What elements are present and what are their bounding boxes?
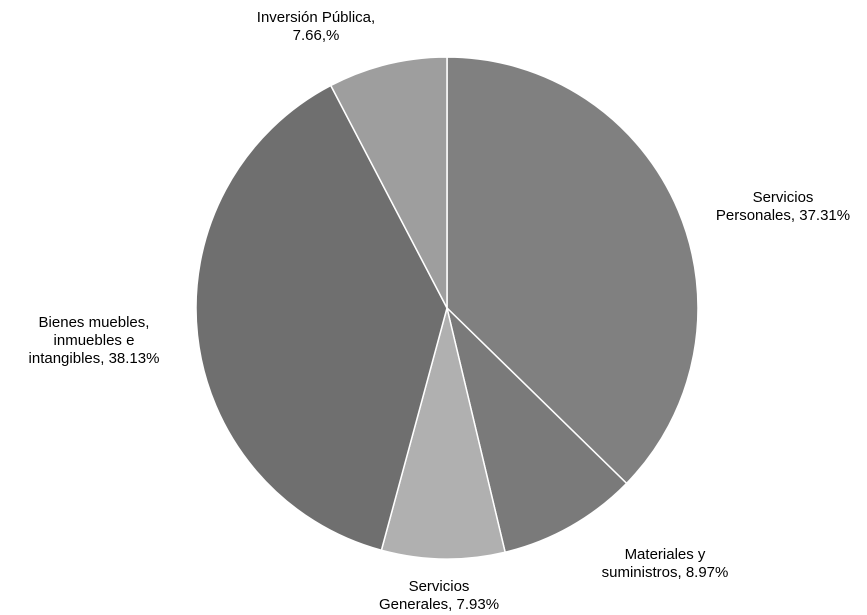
slice-label-line: Personales, 37.31% [716, 207, 850, 224]
slice-label-line: Servicios [409, 578, 470, 595]
pie-slice-2 [445, 305, 628, 554]
slice-label-line: Generales, 7.93% [379, 596, 499, 613]
pie-slice-5 [329, 56, 448, 309]
pie-slice-3 [380, 307, 507, 560]
pie-slice-1 [446, 56, 699, 485]
slice-label-4: Bienes muebles, inmuebles e intangibles, 3… [29, 314, 160, 367]
slice-label-5: Inversión Pública, 7.66,% [257, 9, 375, 44]
slice-label-line: intangibles, 38.13% [29, 350, 160, 367]
slice-label-2: Materiales y suministros, 8.97% [602, 546, 729, 581]
slice-label-line: inmuebles e [54, 332, 135, 349]
pie-slices [195, 56, 699, 560]
slice-label-line: Bienes muebles, [39, 314, 150, 331]
slice-label-1: Servicios Personales, 37.31% [716, 189, 850, 224]
pie-slice-4 [195, 84, 448, 552]
slice-label-line: 7.66,% [293, 27, 340, 44]
slice-label-line: suministros, 8.97% [602, 564, 729, 581]
slice-label-3: Servicios Generales, 7.93% [379, 578, 499, 613]
slice-label-line: Materiales y [625, 546, 706, 563]
slice-label-line: Inversión Pública, [257, 9, 375, 26]
slice-label-line: Servicios [753, 189, 814, 206]
